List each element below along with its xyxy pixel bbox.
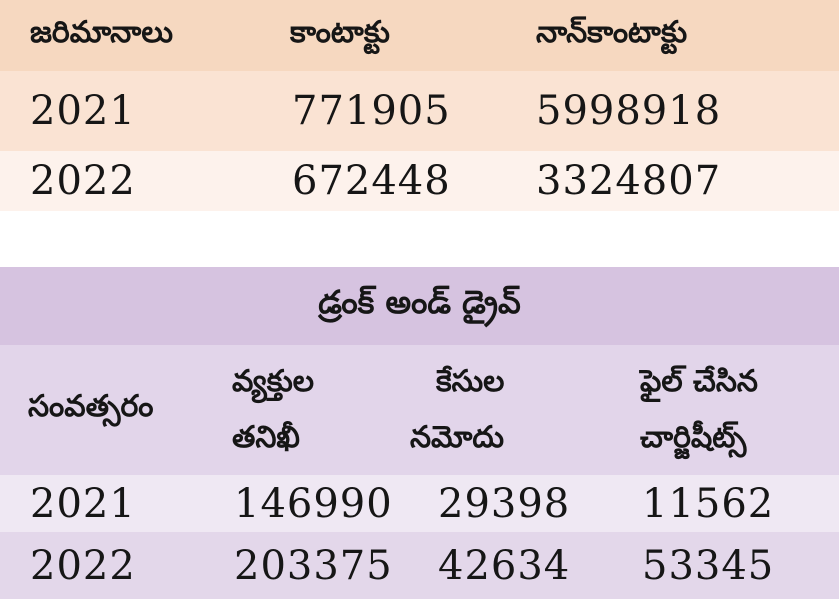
- dd-charges-cell: 11562: [642, 480, 775, 527]
- drunk-drive-header-row: సంవత్సరం వ్యక్తుల తనిఖీ కేసుల నమోదు ఫైల్…: [0, 345, 839, 475]
- fines-contact-cell: 672448: [292, 158, 451, 204]
- fines-year-cell: 2022: [30, 158, 136, 204]
- fines-contact-cell: 771905: [292, 88, 451, 134]
- drunk-drive-title: డ్రంక్ అండ్ డ్రైవ్: [318, 283, 521, 321]
- header-persons-line2: తనిఖీ: [232, 420, 300, 455]
- fines-header-noncontact: నాన్‌కాంటాక్టు: [536, 14, 688, 50]
- header-cases-registered: కేసుల నమోదు: [410, 345, 504, 475]
- fines-table: జరిమానాలు కాంటాక్టు నాన్‌కాంటాక్టు 2021 …: [0, 0, 839, 211]
- drunk-drive-table: డ్రంక్ అండ్ డ్రైవ్ సంవత్సరం వ్యక్తుల తని…: [0, 267, 839, 599]
- fines-header-contact: కాంటాక్టు: [290, 14, 390, 50]
- dd-cases-cell: 29398: [438, 480, 571, 527]
- header-chargesheets-filed: ఫైల్ చేసిన చార్జిషీట్స్: [640, 345, 758, 475]
- table-row: 2021 771905 5998918: [0, 71, 839, 151]
- dd-persons-cell: 146990: [234, 480, 393, 527]
- fines-year-cell: 2021: [30, 88, 136, 134]
- header-cases-line1: కేసుల: [436, 364, 505, 399]
- header-charges-line1: ఫైల్ చేసిన: [640, 364, 758, 399]
- fines-noncontact-cell: 5998918: [536, 88, 722, 134]
- dd-cases-cell: 42634: [438, 542, 571, 589]
- dd-charges-cell: 53345: [642, 542, 775, 589]
- header-year: సంవత్సరం: [28, 345, 154, 475]
- table-row: 2022 203375 42634 53345: [0, 532, 839, 599]
- fines-noncontact-cell: 3324807: [536, 158, 722, 204]
- table-row: 2021 146990 29398 11562: [0, 475, 839, 532]
- dd-year-cell: 2021: [30, 480, 136, 527]
- dd-persons-cell: 203375: [234, 542, 393, 589]
- dd-year-cell: 2022: [30, 542, 136, 589]
- fines-header-row: జరిమానాలు కాంటాక్టు నాన్‌కాంటాక్టు: [0, 0, 839, 71]
- fines-header-fines: జరిమానాలు: [30, 14, 173, 50]
- drunk-drive-title-row: డ్రంక్ అండ్ డ్రైవ్: [0, 267, 839, 345]
- header-persons-checked: వ్యక్తుల తనిఖీ: [232, 345, 314, 475]
- header-charges-line2: చార్జిషీట్స్: [640, 420, 747, 455]
- header-persons-line1: వ్యక్తుల: [232, 364, 315, 399]
- header-cases-line2: నమోదు: [410, 420, 504, 455]
- header-year-label: సంవత్సరం: [28, 389, 154, 424]
- table-row: 2022 672448 3324807: [0, 151, 839, 211]
